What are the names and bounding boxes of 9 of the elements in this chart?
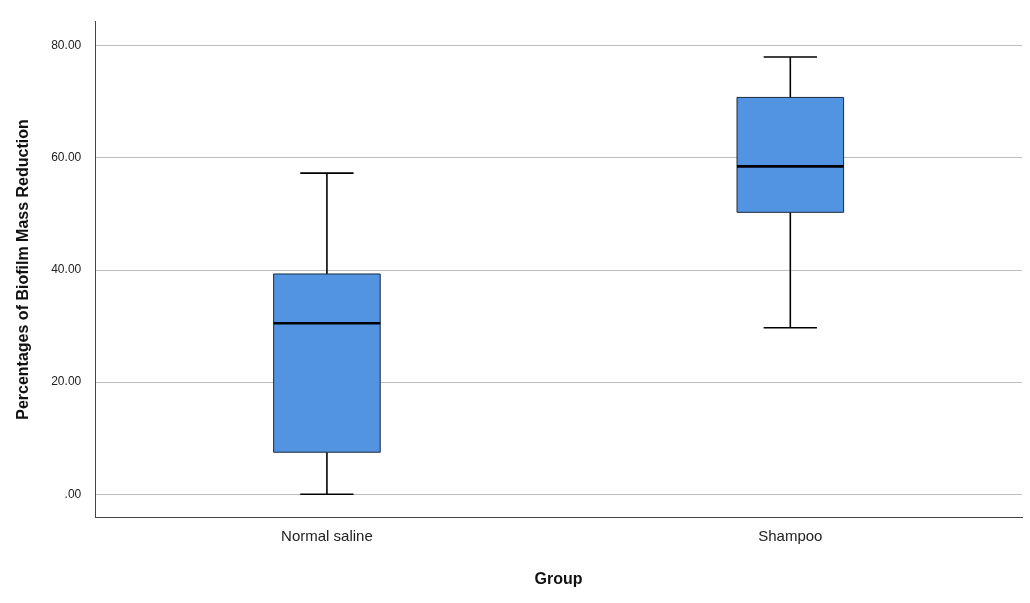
y-tick-label: .00	[64, 486, 82, 501]
y-tick-label: 40.00	[51, 262, 82, 277]
y-tick-label: 60.00	[51, 150, 82, 165]
y-tick-label: 20.00	[51, 374, 82, 389]
x-tick-label: Normal saline	[281, 526, 373, 544]
y-tick-label: 80.00	[51, 38, 82, 53]
x-axis-title: Group	[534, 569, 583, 587]
y-axis-title: Percentages of Biofilm Mass Reduction	[14, 119, 32, 420]
x-tick-label: Shampoo	[758, 526, 823, 544]
